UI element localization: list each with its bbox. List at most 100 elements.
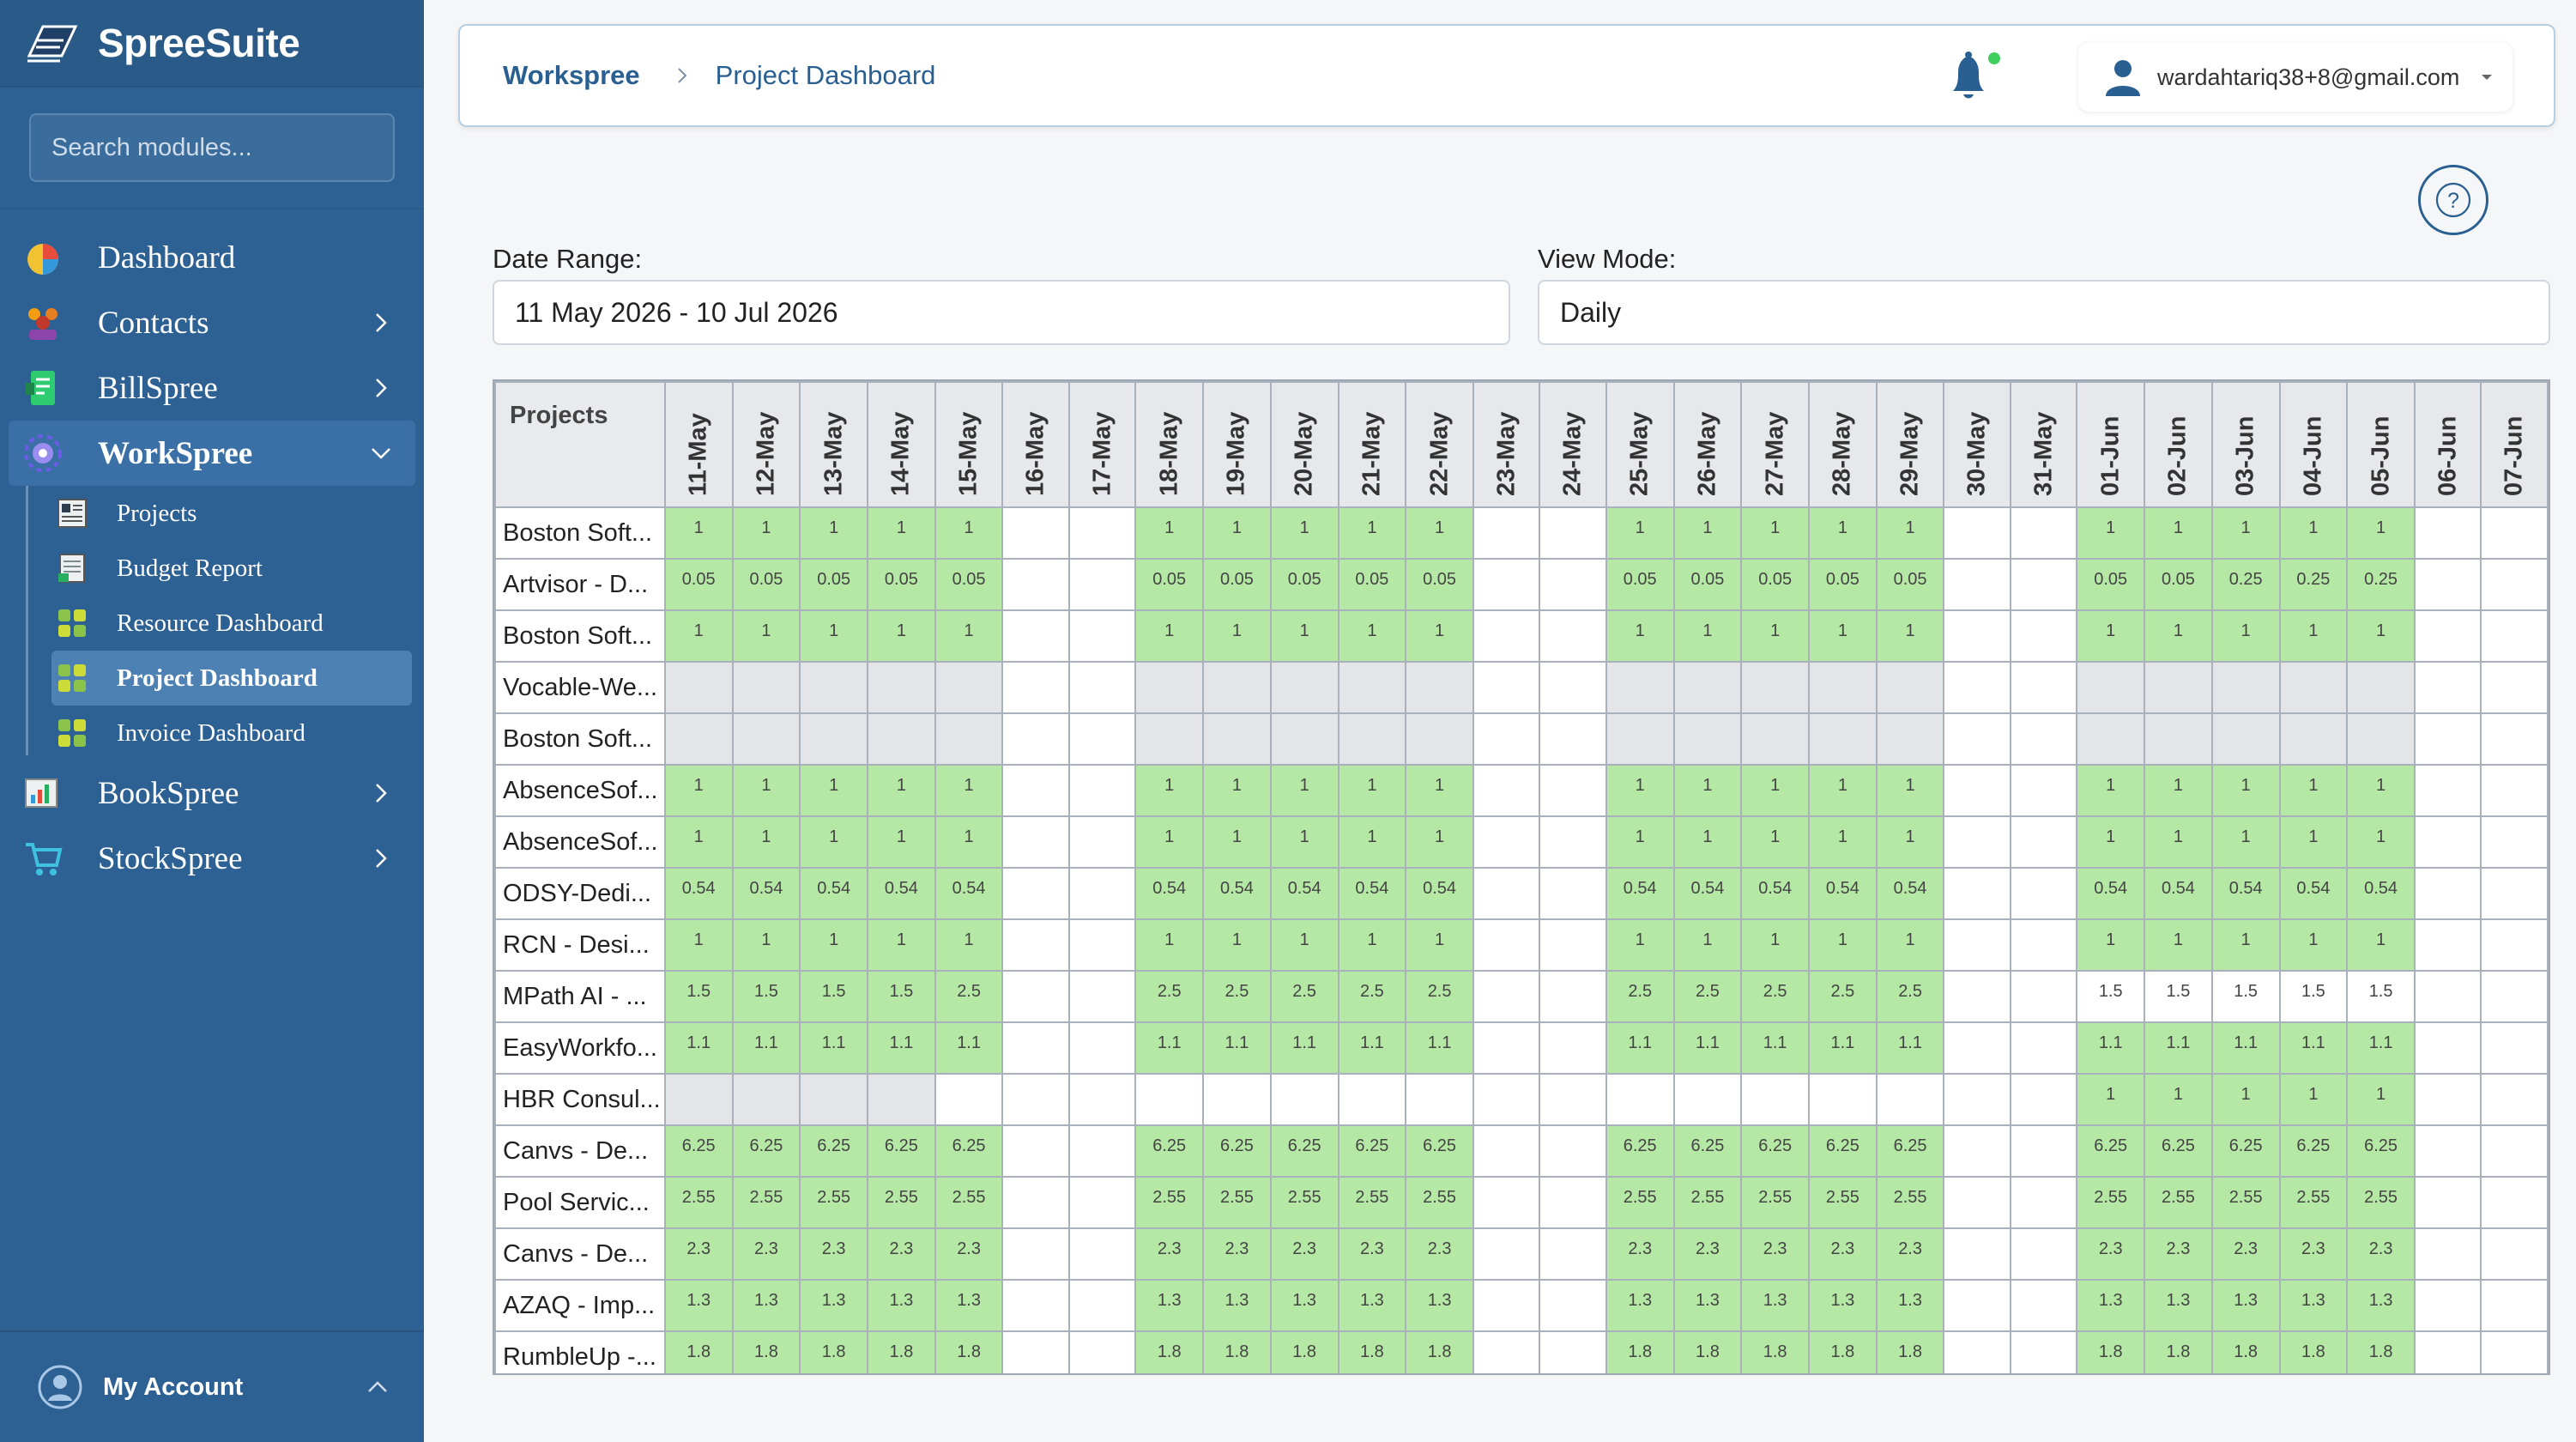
project-name[interactable]: ODSY-Dedi... <box>494 867 666 920</box>
nav-item-stockspree[interactable]: StockSpree <box>9 826 415 891</box>
caret-down-icon[interactable] <box>2480 72 2494 82</box>
allocation-cell: 1 <box>799 815 869 869</box>
notifications[interactable] <box>1943 50 2003 105</box>
allocation-cell: 0.54 <box>799 867 869 920</box>
sub-item-project-dashboard[interactable]: Project Dashboard <box>51 651 412 706</box>
allocation-cell: 1 <box>1605 764 1675 817</box>
date-label: 27-May <box>1761 411 1789 496</box>
allocation-cell <box>2480 1124 2549 1178</box>
allocation-cell <box>867 661 936 714</box>
nav-item-contacts[interactable]: Contacts <box>9 290 415 355</box>
sub-item-resource-dashboard[interactable]: Resource Dashboard <box>51 596 412 651</box>
allocation-cell: 1 <box>867 815 936 869</box>
project-allocation-grid[interactable]: Projects 11-May 12-May 13-May 14-May 15-May 1… <box>493 379 2550 1375</box>
sub-item-projects[interactable]: Projects <box>51 486 412 541</box>
chevron-up-icon[interactable] <box>366 1375 390 1399</box>
project-name[interactable]: AbsenceSof... <box>494 815 666 869</box>
allocation-cell <box>2009 661 2078 714</box>
chevron-right-icon[interactable] <box>369 846 393 870</box>
nav-item-dashboard[interactable]: Dashboard <box>9 225 415 290</box>
nav-label-stockspree: StockSpree <box>98 840 243 876</box>
allocation-cell <box>1672 712 1743 766</box>
nav-item-bookspree[interactable]: BookSpree <box>9 760 415 826</box>
allocation-cell: 6.25 <box>2210 1124 2281 1178</box>
allocation-cell <box>2413 609 2482 663</box>
allocation-cell <box>2278 661 2349 714</box>
grid-dashboard-icon <box>58 609 86 637</box>
project-name[interactable]: RumbleUp -... <box>494 1330 666 1373</box>
project-name[interactable]: Artvisor - D... <box>494 558 666 611</box>
chevron-right-icon[interactable] <box>369 311 393 335</box>
module-search[interactable] <box>29 113 395 182</box>
allocation-cell: 1.3 <box>2144 1279 2213 1332</box>
project-name[interactable]: AbsenceSof... <box>494 764 666 817</box>
allocation-cell <box>1067 609 1137 663</box>
project-name[interactable]: Boston Soft... <box>494 712 666 766</box>
project-name[interactable]: AZAQ - Imp... <box>494 1279 666 1332</box>
sub-item-budget-report[interactable]: Budget Report <box>51 541 412 596</box>
project-name[interactable]: MPath AI - ... <box>494 970 666 1023</box>
project-name[interactable]: Pool Servic... <box>494 1176 666 1229</box>
allocation-cell <box>1472 1279 1541 1332</box>
allocation-cell: 1 <box>934 609 1004 663</box>
main-nav: Dashboard Contacts BillSpree <box>0 209 424 891</box>
project-name[interactable]: Boston Soft... <box>494 609 666 663</box>
project-name[interactable]: RCN - Desi... <box>494 918 666 972</box>
allocation-cell: 1 <box>1134 815 1205 869</box>
chevron-right-icon[interactable] <box>369 376 393 400</box>
allocation-cell <box>2480 1176 2549 1229</box>
allocation-cell: 1 <box>1269 815 1339 869</box>
date-range-input[interactable]: 11 May 2026 - 10 Jul 2026 <box>493 280 1510 345</box>
help-button[interactable]: ? <box>2418 165 2488 235</box>
date-column-header: 18-May <box>1134 381 1205 508</box>
date-label: 19-May <box>1222 411 1250 496</box>
allocation-cell: 1.5 <box>731 970 801 1023</box>
breadcrumb-root[interactable]: Workspree <box>503 60 640 90</box>
allocation-cell: 2.5 <box>1405 970 1474 1023</box>
allocation-cell: 2.55 <box>1337 1176 1407 1229</box>
nav-item-billspree[interactable]: BillSpree <box>9 355 415 421</box>
allocation-cell <box>2480 506 2549 560</box>
allocation-cell: 1 <box>934 506 1004 560</box>
allocation-cell: 2.55 <box>867 1176 936 1229</box>
nav-label-contacts: Contacts <box>98 305 209 341</box>
date-label: 02-Jun <box>2163 415 2192 496</box>
date-column-header: 13-May <box>799 381 869 508</box>
brand-name: SpreeSuite <box>98 21 300 65</box>
allocation-cell: 1.3 <box>1875 1279 1945 1332</box>
allocation-cell: 1 <box>2144 918 2213 972</box>
project-name[interactable]: Boston Soft... <box>494 506 666 560</box>
brand[interactable]: SpreeSuite <box>0 0 424 88</box>
allocation-cell: 2.5 <box>1202 970 1272 1023</box>
allocation-cell <box>867 1073 936 1126</box>
allocation-cell <box>2009 1279 2078 1332</box>
chevron-down-icon[interactable] <box>369 441 393 465</box>
allocation-cell <box>1605 1073 1675 1126</box>
sub-item-invoice-dashboard[interactable]: Invoice Dashboard <box>51 706 412 760</box>
user-menu[interactable]: wardahtariq38+8@gmail.com <box>2078 43 2513 112</box>
allocation-cell: 1 <box>1808 815 1878 869</box>
chevron-right-icon[interactable] <box>369 781 393 805</box>
allocation-cell: 0.05 <box>934 558 1004 611</box>
view-mode-select[interactable]: Daily <box>1538 280 2550 345</box>
nav-item-workspree[interactable]: WorkSpree <box>9 421 415 486</box>
allocation-cell <box>1875 712 1945 766</box>
bell-icon[interactable] <box>1943 50 2003 105</box>
allocation-cell: 2.3 <box>2278 1227 2349 1281</box>
allocation-cell: 1.8 <box>867 1330 936 1373</box>
allocation-cell: 1 <box>2076 815 2146 869</box>
allocation-cell: 1.5 <box>2346 970 2416 1023</box>
table-row: RumbleUp -... 1.8 1.8 1.8 1.8 1.8 1.8 1.8 1.8 1.8… <box>494 1330 2549 1373</box>
allocation-cell: 2.55 <box>1605 1176 1675 1229</box>
allocation-cell <box>1269 661 1339 714</box>
project-name[interactable]: EasyWorkfo... <box>494 1021 666 1075</box>
search-input[interactable] <box>51 133 375 162</box>
project-name[interactable]: Canvs - De... <box>494 1124 666 1178</box>
allocation-cell <box>1067 918 1137 972</box>
my-account[interactable]: My Account <box>0 1330 424 1442</box>
project-name[interactable]: HBR Consul... <box>494 1073 666 1126</box>
allocation-cell <box>1539 1124 1607 1178</box>
project-name[interactable]: Canvs - De... <box>494 1227 666 1281</box>
project-name[interactable]: Vocable-We... <box>494 661 666 714</box>
allocation-cell: 2.3 <box>2144 1227 2213 1281</box>
